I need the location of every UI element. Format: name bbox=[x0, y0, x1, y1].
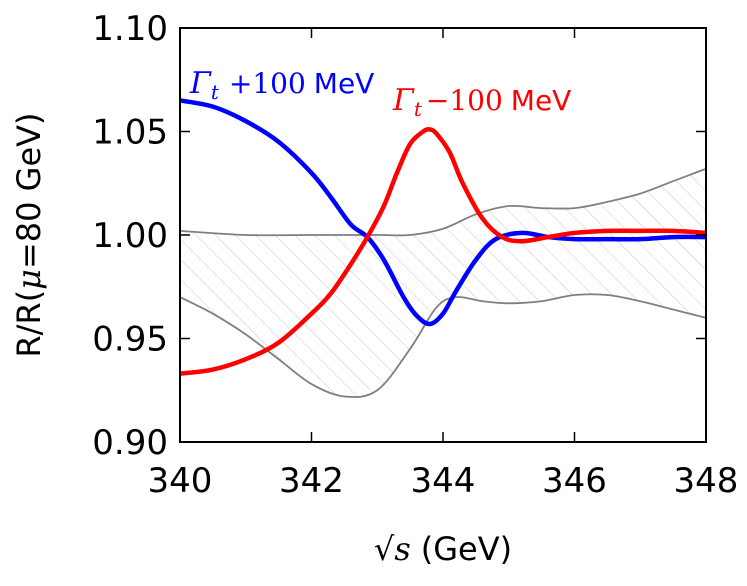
y-tick-label: 1.05 bbox=[92, 113, 168, 153]
y-axis-title: R/R(μ=80 GeV) bbox=[10, 112, 48, 357]
series-layer bbox=[180, 98, 706, 376]
band-fill bbox=[180, 168, 706, 398]
y-tick-label: 0.95 bbox=[92, 320, 168, 360]
annotation-minus: Γt −100 MeV bbox=[392, 83, 571, 121]
x-tick-label: 342 bbox=[279, 461, 344, 501]
x-tick-label: 346 bbox=[542, 461, 607, 501]
x-axis-title: √s (GeV) bbox=[374, 530, 512, 568]
y-tick-label: 1.10 bbox=[92, 9, 168, 49]
band-layer bbox=[180, 167, 706, 398]
ticks-layer: 340 342 344 346 348 0.90 0.95 1.00 1.05 1.10 bbox=[92, 9, 738, 501]
annotation-plus: Γt +100 MeV bbox=[189, 66, 374, 104]
series-line-plus bbox=[180, 98, 706, 327]
x-tick-label: 348 bbox=[674, 461, 739, 501]
x-tick-label: 340 bbox=[148, 461, 213, 501]
y-tick-label: 1.00 bbox=[92, 216, 168, 256]
band-upper-line bbox=[180, 167, 706, 237]
x-tick-label: 344 bbox=[411, 461, 476, 501]
y-tick-label: 0.90 bbox=[92, 423, 168, 463]
band-lower-line bbox=[180, 293, 706, 398]
series-line-minus bbox=[180, 127, 706, 376]
